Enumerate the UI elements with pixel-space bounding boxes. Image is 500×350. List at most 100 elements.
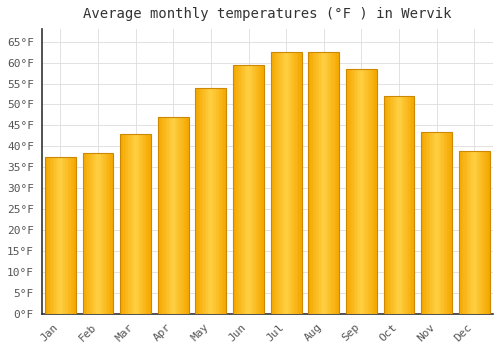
Bar xyxy=(90,153,92,314)
Bar xyxy=(399,96,400,314)
Bar xyxy=(92,153,94,314)
Bar xyxy=(468,150,469,314)
Bar xyxy=(428,132,429,314)
Bar xyxy=(174,117,175,314)
Bar xyxy=(328,52,330,314)
Bar xyxy=(106,153,108,314)
Bar xyxy=(158,117,160,314)
Bar xyxy=(284,52,286,314)
Bar xyxy=(448,132,449,314)
Bar xyxy=(430,132,432,314)
Bar xyxy=(400,96,402,314)
Bar xyxy=(234,65,236,314)
Bar xyxy=(175,117,176,314)
Bar xyxy=(112,153,114,314)
Bar xyxy=(225,88,226,314)
Bar xyxy=(208,88,210,314)
Bar xyxy=(82,153,114,314)
Bar xyxy=(438,132,440,314)
Bar xyxy=(196,88,197,314)
Bar xyxy=(480,150,482,314)
Bar xyxy=(62,157,64,314)
Bar xyxy=(89,153,90,314)
Bar xyxy=(360,69,362,314)
Bar xyxy=(485,150,486,314)
Bar xyxy=(291,52,292,314)
Bar xyxy=(478,150,479,314)
Bar xyxy=(210,88,211,314)
Bar xyxy=(250,65,252,314)
Bar xyxy=(130,134,131,314)
Bar xyxy=(319,52,320,314)
Bar xyxy=(396,96,398,314)
Bar xyxy=(312,52,313,314)
Bar xyxy=(283,52,284,314)
Bar xyxy=(182,117,184,314)
Bar xyxy=(126,134,128,314)
Bar xyxy=(422,132,424,314)
Bar xyxy=(46,157,48,314)
Bar xyxy=(390,96,392,314)
Bar xyxy=(233,65,234,314)
Bar xyxy=(246,65,247,314)
Bar xyxy=(71,157,72,314)
Bar xyxy=(94,153,95,314)
Bar xyxy=(247,65,248,314)
Bar xyxy=(56,157,58,314)
Bar xyxy=(440,132,441,314)
Bar xyxy=(318,52,319,314)
Bar xyxy=(120,134,122,314)
Bar xyxy=(429,132,430,314)
Bar xyxy=(272,52,274,314)
Bar xyxy=(385,96,386,314)
Bar xyxy=(276,52,277,314)
Bar xyxy=(102,153,104,314)
Bar xyxy=(223,88,225,314)
Bar xyxy=(314,52,316,314)
Bar xyxy=(198,88,200,314)
Bar xyxy=(338,52,339,314)
Bar xyxy=(310,52,312,314)
Bar xyxy=(292,52,294,314)
Bar xyxy=(138,134,140,314)
Bar xyxy=(362,69,363,314)
Bar xyxy=(446,132,448,314)
Bar xyxy=(238,65,240,314)
Bar xyxy=(402,96,404,314)
Bar xyxy=(137,134,138,314)
Bar xyxy=(124,134,125,314)
Bar xyxy=(109,153,110,314)
Bar xyxy=(465,150,466,314)
Bar xyxy=(472,150,474,314)
Bar xyxy=(374,69,376,314)
Bar xyxy=(178,117,180,314)
Bar xyxy=(376,69,377,314)
Bar xyxy=(122,134,124,314)
Bar xyxy=(74,157,76,314)
Bar xyxy=(410,96,412,314)
Bar xyxy=(87,153,89,314)
Bar xyxy=(322,52,324,314)
Bar xyxy=(450,132,452,314)
Bar xyxy=(356,69,358,314)
Bar xyxy=(459,150,490,314)
Bar xyxy=(258,65,260,314)
Bar xyxy=(372,69,374,314)
Bar xyxy=(254,65,256,314)
Bar xyxy=(240,65,241,314)
Bar xyxy=(412,96,413,314)
Bar xyxy=(436,132,438,314)
Bar xyxy=(464,150,465,314)
Bar xyxy=(253,65,254,314)
Bar xyxy=(289,52,291,314)
Bar xyxy=(98,153,100,314)
Bar xyxy=(278,52,280,314)
Bar xyxy=(167,117,168,314)
Bar xyxy=(296,52,297,314)
Bar xyxy=(148,134,150,314)
Bar xyxy=(313,52,314,314)
Bar xyxy=(368,69,369,314)
Bar xyxy=(140,134,142,314)
Bar xyxy=(288,52,289,314)
Bar xyxy=(216,88,217,314)
